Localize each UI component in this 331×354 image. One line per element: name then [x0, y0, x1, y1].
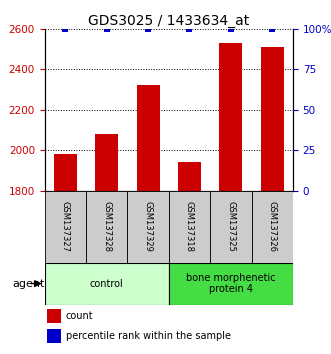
Bar: [45, 190, 86, 263]
Bar: [219, 43, 242, 190]
Bar: [54, 154, 77, 190]
Text: GSM137329: GSM137329: [144, 201, 153, 252]
Bar: [178, 162, 201, 190]
Bar: [210, 190, 252, 263]
Text: GSM137328: GSM137328: [102, 201, 111, 252]
Text: agent: agent: [13, 279, 45, 289]
Point: [63, 27, 68, 32]
Point: [269, 27, 275, 32]
Bar: [137, 85, 160, 190]
Point: [146, 27, 151, 32]
Bar: [47, 309, 61, 322]
Text: GSM137326: GSM137326: [268, 201, 277, 252]
Bar: [169, 190, 210, 263]
Bar: [45, 263, 169, 304]
Bar: [261, 47, 284, 190]
Bar: [47, 329, 61, 343]
Text: GSM137327: GSM137327: [61, 201, 70, 252]
Text: GSM137325: GSM137325: [226, 201, 235, 252]
Bar: [86, 190, 127, 263]
Point: [104, 27, 109, 32]
Text: bone morphenetic
protein 4: bone morphenetic protein 4: [186, 273, 276, 294]
Text: count: count: [66, 311, 93, 321]
Bar: [127, 190, 169, 263]
Point: [187, 27, 192, 32]
Bar: [169, 263, 293, 304]
Bar: [95, 134, 118, 190]
Point: [228, 27, 234, 32]
Text: control: control: [90, 279, 123, 289]
Text: percentile rank within the sample: percentile rank within the sample: [66, 331, 231, 341]
Text: GSM137318: GSM137318: [185, 201, 194, 252]
Title: GDS3025 / 1433634_at: GDS3025 / 1433634_at: [88, 13, 250, 28]
Bar: [252, 190, 293, 263]
